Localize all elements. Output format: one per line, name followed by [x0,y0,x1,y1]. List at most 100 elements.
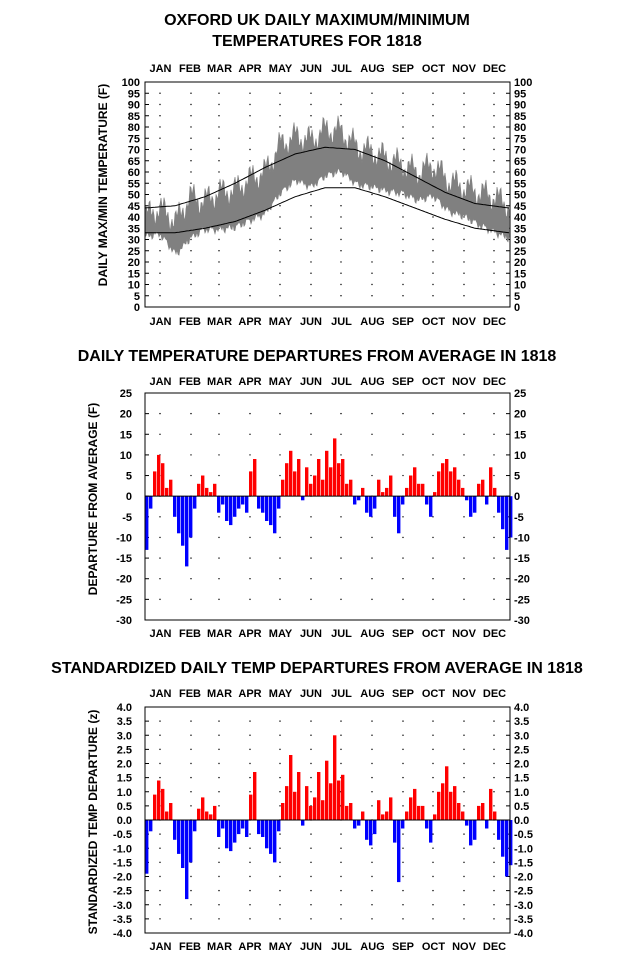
grid-dot [279,454,281,456]
month-label-top: APR [238,376,261,388]
grid-dot [340,454,342,456]
month-label-top: MAR [207,688,232,700]
grid-dot [432,137,434,139]
negative-departure-bar [217,496,221,513]
month-label-top: APR [238,688,261,700]
positive-departure-bar [413,467,417,497]
positive-departure-bar [409,797,413,820]
grid-dot [279,861,281,864]
grid-dot [432,889,434,892]
month-label-bottom: AUG [360,316,384,328]
grid-dot [279,227,281,229]
grid-dot [279,720,281,722]
ytick-left-label: 0 [134,302,140,314]
positive-departure-bar [317,459,321,497]
grid-dot [463,918,465,920]
grid-dot [218,578,220,580]
positive-departure-bar [489,467,493,497]
grid-dot [432,227,434,229]
positive-departure-bar [297,772,301,820]
ytick-right-label: 35 [514,223,526,235]
ytick-right-label: -3.0 [514,900,533,912]
negative-departure-bar [173,496,177,517]
grid-dot [371,216,373,218]
grid-dot [463,847,465,849]
month-label-top: JUL [331,63,352,75]
positive-departure-bar [325,760,329,820]
grid-dot [402,103,404,106]
grid-dot [402,734,404,736]
negative-departure-bar [509,820,513,866]
ytick-left-label: 85 [128,111,140,123]
month-label-bottom: NOV [452,316,477,328]
grid-dot [159,918,161,920]
grid-dot [432,847,434,849]
grid-dot [493,598,495,601]
grid-dot [432,833,434,835]
grid-dot [432,536,434,539]
grid-dot [402,516,404,518]
grid-dot [218,295,220,297]
chart1-subtitle: TEMPERATURES FOR 1818 [212,33,422,50]
grid-dot [432,433,434,435]
month-label-top: MAR [207,376,232,388]
month-label-bottom: FEB [179,316,201,328]
grid-dot [249,160,251,162]
positive-departure-bar [153,471,157,497]
grid-dot [463,557,465,559]
negative-departure-bar [369,496,373,517]
chart3-title: STANDARDIZED DAILY TEMP DEPARTURES FROM … [51,660,583,677]
positive-departure-bar [461,487,465,497]
positive-departure-bar [285,463,289,497]
grid-dot [218,103,220,106]
grid-dot [249,148,251,151]
grid-dot [249,762,251,765]
chart3-plot: -4.0 -4.0 -3.5 -3.5 -3.0 -3.0 -2.5 -2.5 -2.0 -2.0… [113,688,533,953]
negative-departure-bar [269,496,273,526]
grid-dot [310,557,312,559]
positive-departure-bar [201,475,205,497]
ytick-right-label: 25 [514,388,526,400]
grid-dot [493,137,495,139]
positive-departure-bar [385,487,389,497]
grid-dot [463,238,465,241]
grid-dot [402,889,404,892]
month-label-bottom: JUL [331,941,352,953]
grid-dot [340,516,342,518]
ytick-left-label: 2.0 [117,759,132,771]
negative-departure-bar [501,496,505,530]
ytick-right-label: -2.5 [514,886,533,898]
grid-dot [190,474,192,477]
positive-departure-bar [197,483,201,497]
grid-dot [340,861,342,864]
negative-departure-bar [257,820,261,835]
grid-dot [493,748,495,751]
grid-dot [279,875,281,878]
grid-dot [310,776,312,779]
grid-dot [493,516,495,518]
grid-dot [218,238,220,241]
positive-departure-bar [341,459,345,497]
negative-departure-bar [465,496,469,501]
grid-dot [159,433,161,435]
grid-dot [340,412,342,415]
ytick-left-label: -5 [122,512,132,524]
grid-dot [159,115,161,117]
positive-departure-bar [377,800,381,820]
ytick-left-label: 1.0 [117,787,132,799]
grid-dot [249,748,251,751]
grid-dot [249,126,251,128]
negative-departure-bar [429,820,433,843]
positive-departure-bar [345,483,349,497]
ytick-right-label: -10 [514,532,530,544]
grid-dot [402,433,404,435]
positive-departure-bar [325,450,329,497]
grid-dot [463,216,465,218]
grid-dot [218,250,220,252]
grid-dot [310,261,312,263]
positive-departure-bar [441,783,445,820]
positive-departure-bar [329,783,333,820]
ytick-right-label: 10 [514,450,526,462]
grid-dot [249,918,251,920]
grid-dot [218,137,220,139]
